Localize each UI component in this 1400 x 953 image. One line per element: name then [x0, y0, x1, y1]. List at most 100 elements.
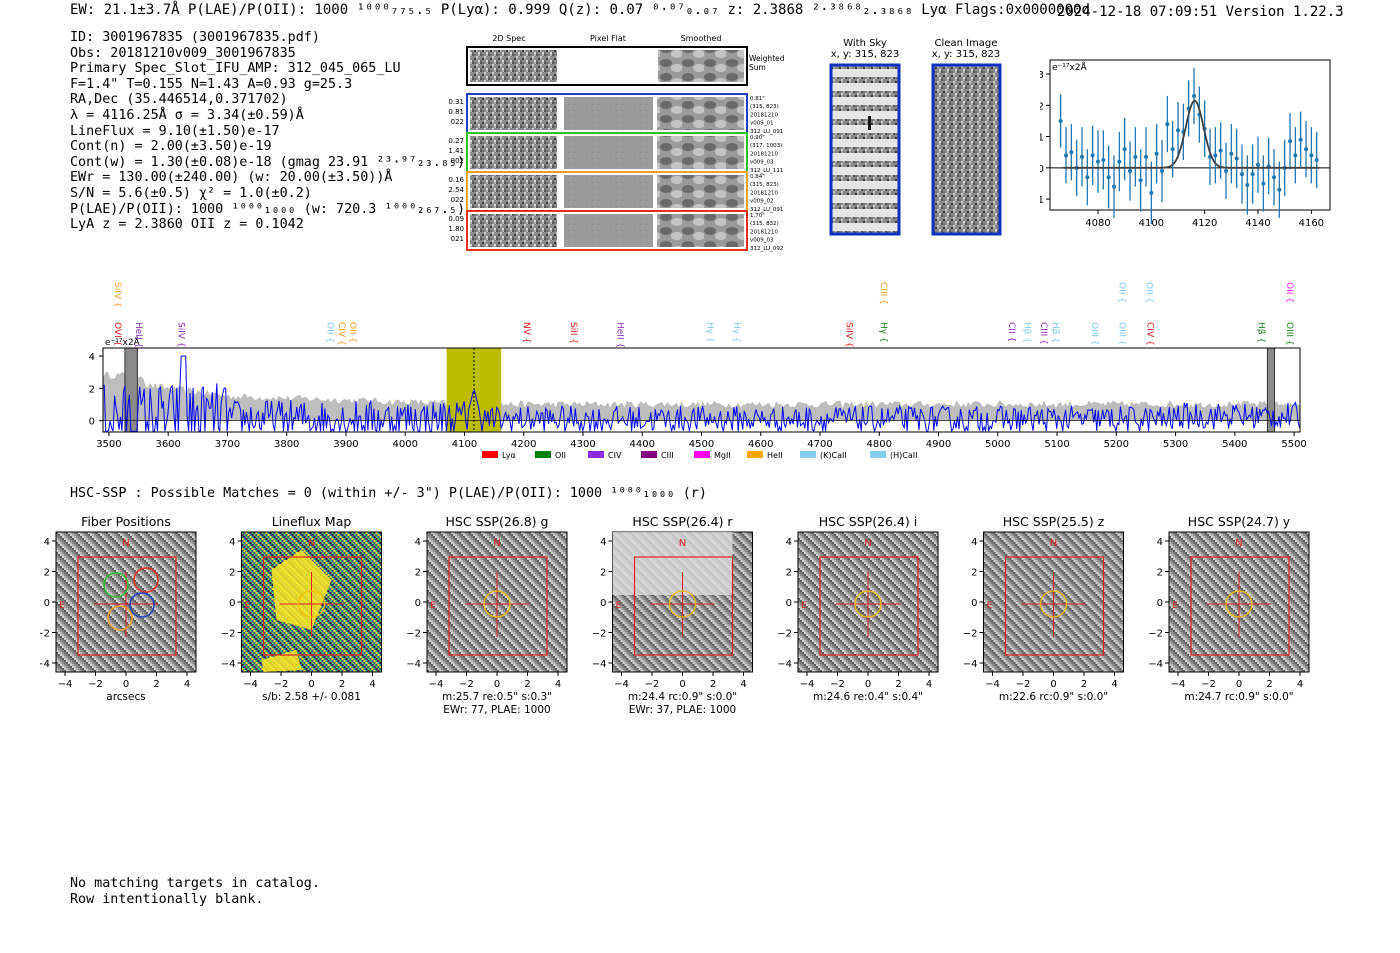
aperture-box — [819, 556, 919, 656]
cutout-row-left-value: 0.09 — [448, 215, 464, 223]
hsc-panel-title: HSC SSP(24.7) y — [1188, 514, 1291, 529]
fit-data-point — [1218, 148, 1223, 153]
fit-data-point — [1122, 147, 1127, 152]
clean-image — [931, 63, 1002, 236]
hsc-panel-caption: m:24.7 rc:0.9" s:0.0" — [1184, 691, 1293, 703]
clean-image-title: Clean Image — [934, 38, 998, 49]
hsc-summary: HSC-SSP : Possible Matches = 0 (within +… — [70, 486, 707, 501]
hsc-y-tick-label: 4 — [786, 537, 792, 548]
legend-label: CIII — [661, 451, 674, 460]
hsc-panel-title: HSC SSP(26.8) g — [446, 514, 549, 529]
legend-label: Lyα — [502, 451, 516, 460]
info-radec: RA,Dec (35.446514,0.371702) — [70, 92, 288, 108]
spectrum-line-label: OII { — [325, 322, 335, 343]
info-id: ID: 3001967835 (3001967835.pdf) — [70, 30, 320, 45]
footer-line-2: Row intentionally blank. — [70, 891, 264, 907]
spectrum-x-tick-label: 4700 — [807, 439, 832, 450]
cutout-row-left-value: 0.31 — [448, 98, 464, 106]
spectrum-line-label: SiIV { — [175, 322, 185, 348]
fit-data-point — [1245, 183, 1250, 187]
fit-y-tick-label: -1 — [1040, 195, 1044, 206]
hsc-panel-caption: m:25.7 re:0.5" s:0.3" — [442, 691, 552, 703]
cutout-row-left-value: 1.41 — [448, 147, 464, 155]
legend-swatch — [588, 451, 604, 458]
spectrum-line-label: OII { — [1144, 282, 1154, 303]
with-sky-source — [868, 116, 871, 130]
hsc-y-tick-label: −2 — [592, 629, 607, 640]
spectrum-x-tick-label: 4000 — [392, 439, 417, 450]
hsc-x-tick-label: 2 — [153, 679, 159, 690]
hsc-y-tick-label: 0 — [44, 598, 50, 609]
fit-y-tick-label: 0 — [1040, 164, 1044, 175]
hsc-panel-caption: arcsecs — [106, 691, 145, 703]
hsc-x-tick-label: 0 — [865, 679, 871, 690]
cutout-smoothed — [657, 136, 744, 169]
info-redshifts: LyA z = 2.3860 OII z = 0.1042 — [70, 217, 304, 233]
fit-data-point — [1293, 153, 1298, 158]
spectrum-line-label: CII { — [1006, 322, 1016, 342]
hsc-x-tick-label: 0 — [679, 679, 685, 690]
with-sky-image — [829, 63, 901, 236]
fit-data-point — [1298, 137, 1303, 142]
fit-data-point — [1144, 154, 1148, 159]
fit-data-point — [1058, 118, 1063, 123]
hsc-x-tick-label: 0 — [1236, 679, 1242, 690]
footer-line-1: No matching targets in catalog. — [70, 876, 320, 891]
info-obs: Obs: 20181210v009_3001967835 — [70, 45, 296, 61]
fit-gaussian-curve — [1063, 99, 1320, 169]
hsc-y-tick-label: −2 — [221, 629, 236, 640]
fit-x-tick-label: 4140 — [1245, 218, 1270, 229]
cutout-row-right-value: 20181210 — [750, 112, 778, 118]
header-timestamp-version: 2024-12-18 07:09:51 Version 1.22.3 — [1057, 4, 1344, 20]
fit-data-point — [1277, 187, 1282, 192]
fit-data-point — [1213, 153, 1218, 158]
hsc-x-tick-label: −2 — [830, 679, 845, 690]
spectrum-y-tick-label: 4 — [89, 352, 95, 363]
hsc-y-tick-label: 2 — [786, 568, 792, 579]
cutout-row-right-value: 20181210 — [750, 229, 778, 235]
hsc-x-tick-label: 2 — [1081, 679, 1087, 690]
fiber-circle — [133, 567, 159, 593]
compass-north: N — [1235, 538, 1242, 549]
hsc-x-tick-label: −4 — [243, 679, 258, 690]
fiber-circle — [129, 592, 155, 618]
spectrum-x-tick-label: 5000 — [985, 439, 1010, 450]
spectrum-line-label: OII { — [1116, 282, 1126, 303]
aperture-circle — [854, 590, 882, 618]
spectrum-line-label: NV { — [521, 322, 531, 343]
aperture-circle — [668, 590, 697, 618]
cutout-pixel-flat — [564, 175, 653, 208]
cutout-row-left-value: 021 — [451, 235, 464, 243]
hsc-x-tick-label: −2 — [274, 679, 289, 690]
hsc-y-tick-label: −4 — [221, 659, 236, 670]
hsc-x-tick-label: 4 — [184, 679, 190, 690]
fit-data-point — [1192, 93, 1196, 98]
hsc-y-tick-label: −2 — [406, 629, 421, 640]
fit-x-tick-label: 4080 — [1085, 218, 1110, 229]
cutout-row-left-value: 0.81 — [448, 108, 464, 116]
hsc-y-tick-label: 0 — [786, 598, 792, 609]
hsc-panel-title: Lineflux Map — [272, 514, 352, 529]
hsc-x-tick-label: −4 — [800, 679, 815, 690]
hsc-y-tick-label: −2 — [1148, 629, 1163, 640]
detection-info: ID: 3001967835 (3001967835.pdf) Obs: 201… — [70, 30, 465, 233]
legend-swatch — [800, 451, 816, 458]
hsc-x-tick-label: −4 — [614, 679, 629, 690]
cutout-row-right-value: 0.81" — [750, 96, 765, 102]
catalog-footer: No matching targets in catalog. Row inte… — [70, 876, 320, 907]
cutout-row-right-value: 1.70" — [750, 213, 765, 219]
hsc-x-tick-label: 0 — [123, 679, 129, 690]
weighted-sum-label-1: Weighted — [749, 54, 785, 63]
cutout-row-right-value: 312_LU_092 — [750, 246, 783, 252]
hsc-y-tick-label: −2 — [777, 629, 792, 640]
spectrum-x-tick-label: 3700 — [215, 439, 240, 450]
fit-data-point — [1309, 153, 1314, 158]
cutout-row-right-value: v009_02 — [750, 199, 774, 205]
hsc-x-tick-label: 4 — [1111, 679, 1117, 690]
cutout-row-right-value: (315, 832) — [750, 221, 779, 227]
fit-data-point — [1069, 150, 1074, 155]
spectrum-line-label: Hβ { — [1022, 322, 1032, 343]
compass-north: N — [679, 538, 686, 549]
